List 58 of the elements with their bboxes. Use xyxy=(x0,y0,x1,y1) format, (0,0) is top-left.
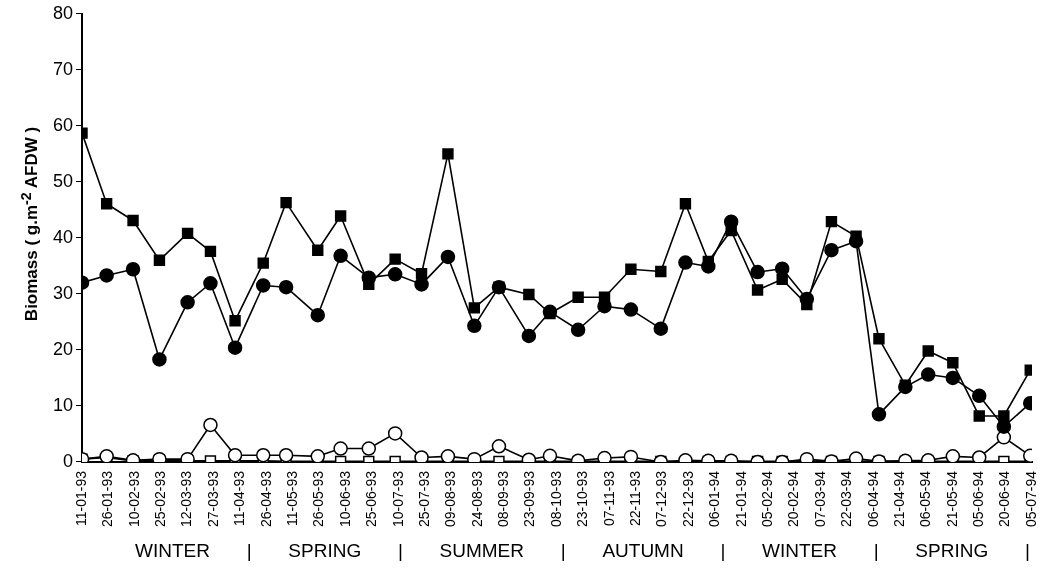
x-tick-label: 20-06-94 xyxy=(996,470,1013,528)
x-tick-label: 22-12-93 xyxy=(679,470,696,528)
x-tick-label: 24-08-93 xyxy=(468,470,485,528)
x-tick-label: 08-10-93 xyxy=(547,470,564,528)
x-tick-label: 25-06-93 xyxy=(363,470,380,528)
x-tick-label: 06-05-94 xyxy=(917,470,934,528)
x-tick-label: 21-04-94 xyxy=(890,470,907,528)
text: | xyxy=(397,540,403,562)
text: | xyxy=(246,540,252,562)
x-tick-label: 10-06-93 xyxy=(336,470,353,528)
y-tick-label: 20 xyxy=(52,338,74,359)
x-tick-label: 10-02-93 xyxy=(125,470,142,528)
y-tick-label: 80 xyxy=(52,2,74,23)
text: WINTER xyxy=(762,540,837,562)
x-tick-label: 05-06-94 xyxy=(970,470,987,528)
x-tick-label: 26-04-93 xyxy=(257,470,274,528)
y-tick-label: 30 xyxy=(52,282,74,303)
x-tick-label: 22-03-94 xyxy=(838,470,855,528)
text: | xyxy=(720,540,726,562)
x-tick-label: 07-11-93 xyxy=(600,470,617,526)
x-tick-label: 11-01-93 xyxy=(72,470,89,526)
y-tick-label: 60 xyxy=(52,114,74,135)
x-tick-label: 21-01-94 xyxy=(732,470,749,528)
x-tick-label: 25-07-93 xyxy=(415,470,432,528)
x-tick-label: 11-04-93 xyxy=(231,470,248,526)
x-tick-label: 05-02-94 xyxy=(758,470,775,528)
y-tick-label: 40 xyxy=(52,226,74,247)
x-tick-label: 26-05-93 xyxy=(310,470,327,528)
y-tick-label: 70 xyxy=(52,58,74,79)
x-tick-label: 26-01-93 xyxy=(99,470,116,528)
text: | xyxy=(873,540,879,562)
x-tick-label: 06-01-94 xyxy=(706,470,723,528)
text: | xyxy=(560,540,566,562)
y-tick-label: 0 xyxy=(63,450,74,471)
x-tick-label: 09-08-93 xyxy=(442,470,459,528)
text: WINTER xyxy=(135,540,210,562)
x-tick-label: 10-07-93 xyxy=(389,470,406,528)
x-tick-label: 27-03-93 xyxy=(204,470,221,528)
text: SUMMER xyxy=(439,540,524,562)
text: SPRING xyxy=(288,540,362,562)
x-tick-label: 05-07-94 xyxy=(1022,470,1039,528)
text: AUTUMN xyxy=(602,540,684,562)
x-tick-label: 06-04-94 xyxy=(864,470,881,528)
x-tick-label: 20-02-94 xyxy=(785,470,802,528)
text: | xyxy=(1024,540,1030,562)
x-tick-label: 07-03-94 xyxy=(811,470,828,528)
x-tick-label: 21-05-94 xyxy=(943,470,960,528)
y-tick-label: 50 xyxy=(52,170,74,191)
x-tick-label: 08-09-93 xyxy=(495,470,512,528)
y-tick-label: 10 xyxy=(52,394,74,415)
x-tick-label: 25-02-93 xyxy=(152,470,169,528)
x-tick-label: 07-12-93 xyxy=(653,470,670,528)
x-tick-label: 12-03-93 xyxy=(178,470,195,528)
x-tick-label: 22-11-93 xyxy=(627,470,644,526)
text: SPRING xyxy=(915,540,989,562)
x-tick-label: 23-10-93 xyxy=(574,470,591,528)
x-tick-label: 11-05-93 xyxy=(283,470,300,526)
x-tick-label: 23-09-93 xyxy=(521,470,538,528)
